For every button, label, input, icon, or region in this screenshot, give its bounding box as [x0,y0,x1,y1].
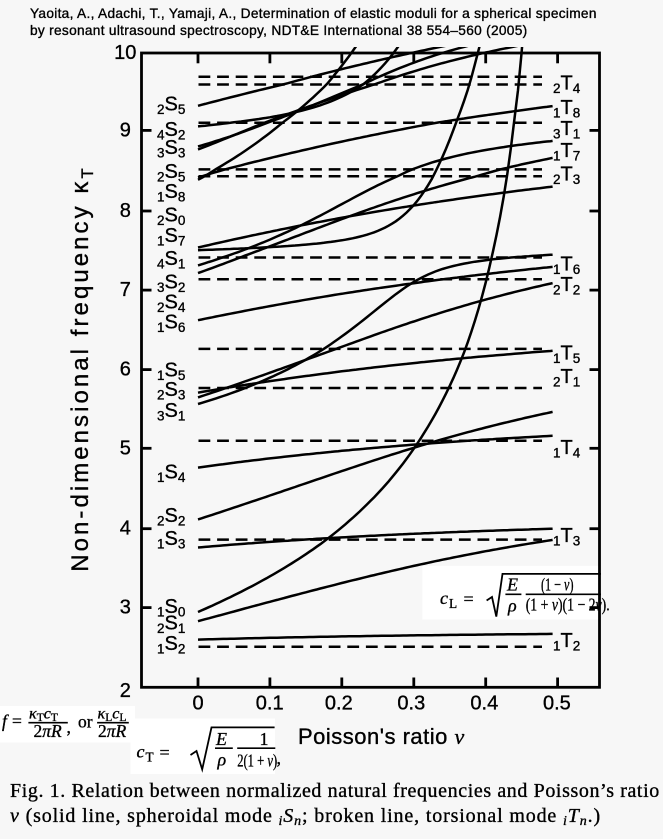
svg-text:=: = [464,589,474,609]
svg-text:Poisson's ratio ν: Poisson's ratio ν [298,724,465,749]
svg-text:1T5: 1T5 [553,343,580,367]
svg-text:L: L [449,596,457,611]
svg-text:2S0: 2S0 [157,205,185,229]
svg-text:E: E [506,575,518,595]
svg-text:7: 7 [120,279,131,301]
svg-text:4: 4 [120,518,131,540]
svg-text:1S8: 1S8 [157,181,185,205]
svg-text:Yaoita, A., Adachi, T., Yamaj: Yaoita, A., Adachi, T., Yamaji, A., Dete… [30,6,597,21]
svg-text:ν (solid line, spheroidal mode: ν (solid line, spheroidal mode iSn; brok… [10,805,601,829]
svg-text:1: 1 [260,729,269,749]
svg-text:2πR: 2πR [98,721,127,741]
svg-text:3T1: 3T1 [553,118,580,142]
svg-text:1T6: 1T6 [553,253,580,277]
svg-text:ρ: ρ [217,750,227,770]
svg-text:3S1: 3S1 [157,400,185,424]
svg-text:2: 2 [120,680,131,702]
svg-text:1T8: 1T8 [553,97,580,121]
svg-text:4S2: 4S2 [157,119,185,143]
svg-text:(1 + ν)(1 − 2ν).: (1 + ν)(1 − 2ν). [526,595,610,616]
svg-text:1T7: 1T7 [553,140,580,164]
svg-text:3S2: 3S2 [157,271,185,295]
svg-text:1T2: 1T2 [553,630,580,654]
svg-text:by resonant ultrasound spectro: by resonant ultrasound spectroscopy, NDT… [30,23,528,38]
svg-text:8: 8 [120,200,131,222]
svg-text:1S2: 1S2 [157,633,185,657]
svg-text:9: 9 [120,119,131,141]
svg-text:2S2: 2S2 [157,505,185,529]
svg-text:1T4: 1T4 [553,437,581,461]
svg-text:0.2: 0.2 [325,693,353,715]
svg-text:2S3: 2S3 [157,379,185,403]
svg-text:c: c [137,742,145,762]
svg-text:1T3: 1T3 [553,525,580,549]
svg-text:3S3: 3S3 [157,137,185,161]
svg-text:κLcL: κLcL [98,706,127,725]
svg-text:2(1 + ν): 2(1 + ν) [237,751,277,772]
svg-text:6: 6 [120,359,131,381]
svg-text:2T1: 2T1 [553,366,580,390]
svg-text:(1 − ν): (1 − ν) [541,575,574,596]
svg-text:2S1: 2S1 [157,613,185,637]
svg-text:T: T [146,750,154,765]
svg-text:1S4: 1S4 [157,461,186,485]
svg-text:1S0: 1S0 [157,596,185,620]
svg-text:1S5: 1S5 [157,360,185,384]
svg-text:c: c [440,588,448,608]
svg-text:2T3: 2T3 [553,163,580,187]
svg-text:,: , [67,717,71,737]
svg-text:f: f [2,711,9,731]
svg-text:E: E [215,729,227,749]
svg-text:0.4: 0.4 [470,693,498,715]
svg-text:Fig. 1. Relation between norma: Fig. 1. Relation between normalized natu… [10,780,660,802]
svg-text:5: 5 [120,437,131,459]
svg-text:2T2: 2T2 [553,274,580,298]
svg-text:1S6: 1S6 [157,312,185,336]
svg-text:=: = [12,711,22,731]
svg-text:1S7: 1S7 [157,225,185,249]
svg-text:10: 10 [114,42,136,64]
svg-text:2πR: 2πR [34,721,63,741]
svg-text:2S5: 2S5 [157,94,185,118]
svg-text:κTcT: κTcT [29,706,58,725]
svg-text:0.1: 0.1 [256,693,284,715]
svg-text:4S1: 4S1 [157,248,185,272]
svg-text:0: 0 [192,693,203,715]
svg-text:ρ: ρ [507,596,517,616]
svg-text:3: 3 [120,597,131,619]
svg-text:Non-dimensional frequency κT: Non-dimensional frequency κT [67,168,97,572]
svg-text:or: or [78,712,93,732]
svg-text:1S3: 1S3 [157,528,185,552]
svg-text:0.5: 0.5 [543,693,571,715]
svg-text:2T4: 2T4 [553,73,581,97]
svg-text:=: = [160,743,170,763]
svg-text:2S5: 2S5 [157,161,185,185]
svg-text:,: , [277,748,282,768]
svg-text:0.3: 0.3 [397,693,425,715]
svg-text:2S4: 2S4 [157,292,186,316]
